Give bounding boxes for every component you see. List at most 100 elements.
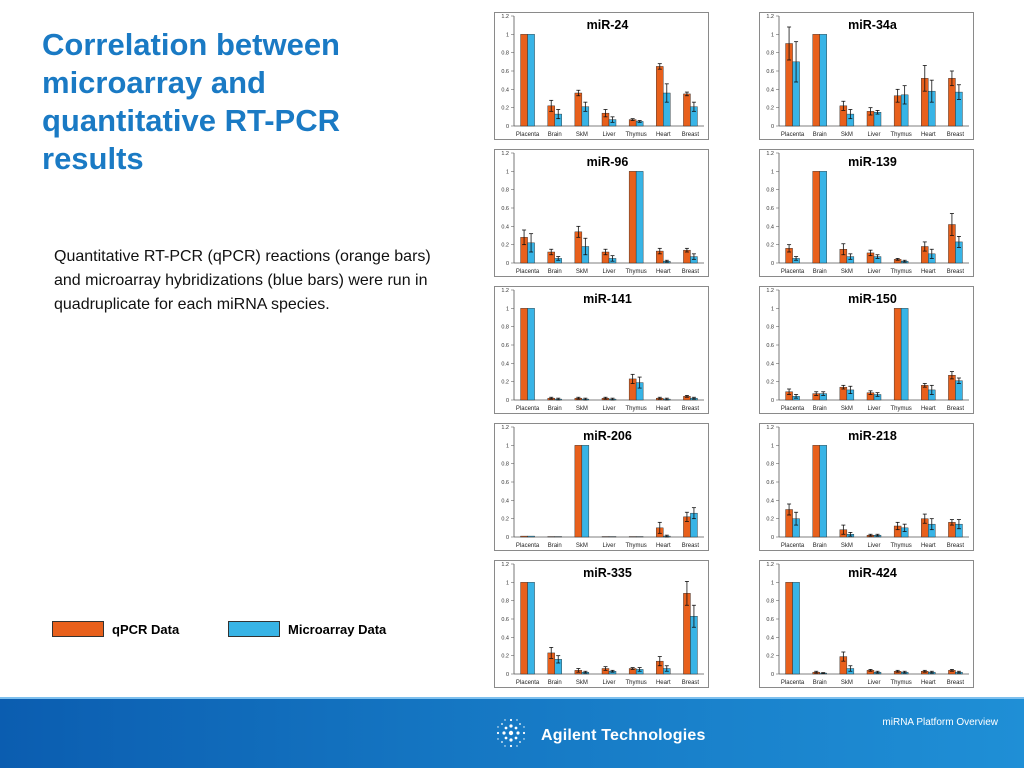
y-tick-label: 0.2: [766, 243, 774, 249]
x-tick-label: Thymus: [890, 406, 911, 412]
x-tick-label: Liver: [602, 269, 615, 275]
slide-title: Correlation between microarray and quant…: [42, 27, 340, 176]
x-tick-label: Placenta: [781, 543, 805, 549]
bar-microarray: [819, 34, 827, 127]
x-tick-label: SkM: [576, 543, 588, 549]
chart-mir-206: 0 0.2 0.4 0.6 0.8 1 1.2 Placenta Brain SkM Liver Th…: [494, 423, 709, 551]
bar-microarray: [900, 308, 909, 401]
bar-qpcr: [812, 445, 820, 538]
bar-qpcr: [683, 93, 691, 127]
y-tick-label: 1.2: [766, 14, 774, 20]
bar-qpcr: [520, 308, 528, 401]
y-tick-label: 0: [506, 672, 509, 678]
y-tick-label: 1.2: [766, 151, 774, 157]
bar-microarray: [527, 582, 535, 675]
chart-title: miR-150: [848, 292, 897, 306]
x-tick-label: Liver: [602, 406, 615, 412]
x-tick-label: Breast: [682, 132, 700, 138]
chart-mir-24: 0 0.2 0.4 0.6 0.8 1 1.2 Placenta Brain SkM Liver Th…: [494, 12, 709, 140]
chart-grid: 0 0.2 0.4 0.6 0.8 1 1.2 Placenta Brain SkM Liver Th…: [494, 12, 974, 688]
chart-svg: 0 0.2 0.4 0.6 0.8 1 1.2 Placenta Brain SkM Liver Th…: [494, 560, 709, 688]
y-tick-label: 1: [506, 169, 509, 175]
legend-label-qpcr: qPCR Data: [112, 621, 180, 637]
qpcr-swatch: [52, 621, 104, 637]
y-tick-label: 1.2: [766, 288, 774, 294]
chart-svg: 0 0.2 0.4 0.6 0.8 1 1.2 Placenta Brain SkM Liver Th…: [759, 286, 974, 414]
x-tick-label: Brain: [548, 132, 562, 138]
y-tick-label: 0: [506, 124, 509, 130]
y-tick-label: 0.4: [766, 224, 774, 230]
x-tick-label: Breast: [947, 543, 965, 549]
y-tick-label: 0.8: [766, 599, 774, 605]
chart-frame: [494, 423, 709, 551]
x-tick-label: Thymus: [625, 406, 646, 412]
chart-svg: 0 0.2 0.4 0.6 0.8 1 1.2 Placenta Brain SkM Liver Th…: [759, 560, 974, 688]
x-tick-label: Thymus: [625, 269, 646, 275]
y-tick-label: 1: [771, 169, 774, 175]
x-tick-label: Brain: [548, 543, 562, 549]
y-tick-label: 0: [506, 535, 509, 541]
x-tick-label: SkM: [841, 680, 853, 686]
x-tick-label: Placenta: [781, 132, 805, 138]
y-tick-label: 1: [506, 306, 509, 312]
legend-item-qpcr: qPCR Data: [52, 620, 179, 638]
x-tick-label: Thymus: [625, 132, 646, 138]
y-tick-label: 0: [771, 535, 774, 541]
x-tick-label: Brain: [813, 680, 827, 686]
y-tick-label: 0.6: [501, 69, 509, 75]
x-tick-label: Thymus: [890, 680, 911, 686]
y-tick-label: 1: [771, 443, 774, 449]
x-tick-label: Brain: [813, 406, 827, 412]
y-tick-label: 0.8: [501, 462, 509, 468]
x-tick-label: Placenta: [516, 543, 540, 549]
x-tick-label: Brain: [813, 543, 827, 549]
x-tick-label: Heart: [656, 406, 671, 412]
chart-svg: 0 0.2 0.4 0.6 0.8 1 1.2 Placenta Brain SkM Liver Th…: [494, 149, 709, 277]
bar-qpcr: [520, 582, 528, 675]
y-tick-label: 0.2: [766, 517, 774, 523]
x-tick-label: SkM: [576, 406, 588, 412]
chart-svg: 0 0.2 0.4 0.6 0.8 1 1.2 Placenta Brain SkM Liver Th…: [494, 423, 709, 551]
chart-title: miR-218: [848, 429, 897, 443]
bar-qpcr: [628, 171, 637, 264]
x-tick-label: SkM: [576, 269, 588, 275]
x-tick-label: Brain: [813, 269, 827, 275]
x-tick-label: Breast: [947, 680, 965, 686]
y-tick-label: 0.2: [501, 380, 509, 386]
chart-svg: 0 0.2 0.4 0.6 0.8 1 1.2 Placenta Brain SkM Liver Th…: [759, 12, 974, 140]
y-tick-label: 0.4: [766, 498, 774, 504]
x-tick-label: Placenta: [516, 406, 540, 412]
y-tick-label: 0.4: [766, 361, 774, 367]
y-tick-label: 0: [506, 398, 509, 404]
chart-title: miR-335: [583, 566, 632, 580]
y-tick-label: 0.6: [501, 617, 509, 623]
chart-svg: 0 0.2 0.4 0.6 0.8 1 1.2 Placenta Brain SkM Liver Th…: [759, 149, 974, 277]
y-tick-label: 0.6: [501, 206, 509, 212]
y-tick-label: 0.4: [501, 87, 509, 93]
y-tick-label: 1.2: [501, 14, 509, 20]
bar-qpcr: [656, 66, 664, 127]
chart-mir-139: 0 0.2 0.4 0.6 0.8 1 1.2 Placenta Brain SkM Liver Th…: [759, 149, 974, 277]
bar-microarray: [819, 445, 827, 538]
x-tick-label: Heart: [656, 132, 671, 138]
x-tick-label: Liver: [602, 680, 615, 686]
x-tick-label: Placenta: [781, 406, 805, 412]
chart-frame: [759, 149, 974, 277]
x-tick-label: SkM: [576, 132, 588, 138]
slide-description: Quantitative RT-PCR (qPCR) reactions (or…: [54, 248, 431, 313]
y-tick-label: 0.6: [766, 480, 774, 486]
x-tick-label: Liver: [867, 680, 880, 686]
y-tick-label: 1.2: [501, 425, 509, 431]
x-tick-label: SkM: [576, 680, 588, 686]
y-tick-label: 1: [506, 443, 509, 449]
chart-title: miR-424: [848, 566, 897, 580]
x-tick-label: Thymus: [625, 680, 646, 686]
x-tick-label: Heart: [921, 132, 936, 138]
footer-bar: Agilent Technologies miRNA Platform Over…: [0, 697, 1024, 768]
x-tick-label: Liver: [867, 543, 880, 549]
x-tick-label: Brain: [548, 680, 562, 686]
bar-microarray: [581, 445, 590, 538]
x-tick-label: Heart: [921, 406, 936, 412]
x-tick-label: Heart: [921, 543, 936, 549]
bar-qpcr: [893, 308, 902, 401]
